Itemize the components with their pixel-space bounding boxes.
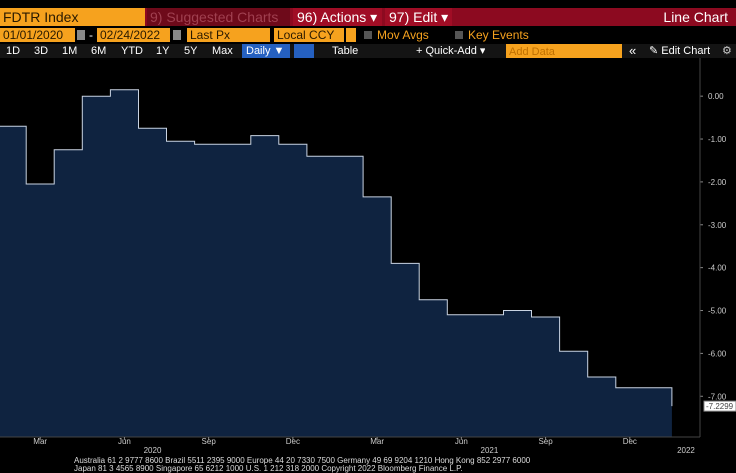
actions-menu[interactable]: 96) Actions ▾ <box>293 8 382 26</box>
dropdown-arrow[interactable] <box>346 28 356 42</box>
settings-icon[interactable]: ⚙ <box>722 45 732 57</box>
toolbar <box>0 44 736 58</box>
range-button[interactable]: 3D <box>34 45 49 57</box>
checkbox[interactable] <box>364 31 372 39</box>
x-tick-label: Jun <box>118 437 131 446</box>
last-value-label: -7.2299 <box>706 402 734 411</box>
x-tick-label: Dec <box>286 437 300 446</box>
suggested-label: Suggested Charts <box>166 9 279 25</box>
calendar-icon[interactable] <box>173 30 181 40</box>
checkbox[interactable] <box>455 31 463 39</box>
edit-chart-label: Edit Chart <box>661 45 711 57</box>
chart: 0.00 -1.00 -2.00 -3.00 -4.00 -5.00 -6.00 -7.00-… <box>0 58 736 455</box>
x-tick-label: Sep <box>202 437 217 446</box>
year-label: 2020 <box>144 446 162 455</box>
field-select[interactable]: Last Px <box>187 28 270 42</box>
line <box>0 89 673 407</box>
y-tick-label: 0.00 <box>708 92 724 101</box>
quick-add[interactable]: + Quick-Add ▾ <box>416 45 486 57</box>
range-button[interactable]: 1D <box>6 45 21 57</box>
range-button[interactable]: 1Y <box>156 45 170 57</box>
view-name: Line Chart <box>663 9 728 25</box>
suggested-charts[interactable]: 9) Suggested Charts <box>147 8 290 26</box>
currency-select[interactable]: Local CCY <box>274 28 344 42</box>
year-label: 2021 <box>481 446 499 455</box>
range-button[interactable]: 1M <box>62 45 78 57</box>
start-date[interactable]: 01/01/2020 <box>0 28 75 42</box>
x-tick-label: Mar <box>33 437 47 446</box>
suggested-num: 9) <box>150 9 163 25</box>
frequency[interactable]: Daily ▼ <box>242 44 290 58</box>
x-tick-label: Jun <box>455 437 468 446</box>
table-button[interactable]: Table <box>332 45 359 57</box>
footer-line: Australia 61 2 9777 8600 Brazil 5511 239… <box>74 457 531 465</box>
mov-avgs[interactable]: Mov Avgs <box>377 28 429 42</box>
x-tick-label: Dec <box>623 437 637 446</box>
y-tick-label: -5.00 <box>708 307 727 316</box>
y-tick-label: -2.00 <box>708 178 727 187</box>
year-label: 2022 <box>677 446 695 455</box>
y-tick-label: -1.00 <box>708 135 727 144</box>
ticker[interactable]: FDTR Index <box>0 8 145 26</box>
y-tick-label: -7.00 <box>708 392 727 401</box>
range-button[interactable]: Max <box>212 45 233 57</box>
collapse[interactable]: « <box>629 44 637 58</box>
date-sep: - <box>89 28 93 42</box>
y-tick-label: -6.00 <box>708 349 727 358</box>
footer-line: Japan 81 3 4565 8900 Singapore 65 6212 1… <box>74 465 463 473</box>
end-date[interactable]: 02/24/2022 <box>97 28 170 42</box>
add-data[interactable]: Add Data <box>506 44 622 58</box>
edit-chart[interactable]: ✎ Edit Chart <box>649 45 711 57</box>
area <box>0 89 672 437</box>
range-button[interactable]: 5Y <box>184 45 198 57</box>
x-tick-label: Mar <box>370 437 384 446</box>
y-tick-label: -3.00 <box>708 221 727 230</box>
range-button[interactable]: 6M <box>91 45 107 57</box>
x-tick-label: Sep <box>538 437 553 446</box>
key-events[interactable]: Key Events <box>468 28 529 42</box>
y-tick-label: -4.00 <box>708 264 727 273</box>
range-button[interactable]: YTD <box>121 45 143 57</box>
chart-type-icon[interactable] <box>294 44 314 58</box>
calendar-icon[interactable] <box>77 30 85 40</box>
edit-menu[interactable]: 97) Edit ▾ <box>385 8 452 26</box>
last-value-box <box>703 400 736 412</box>
